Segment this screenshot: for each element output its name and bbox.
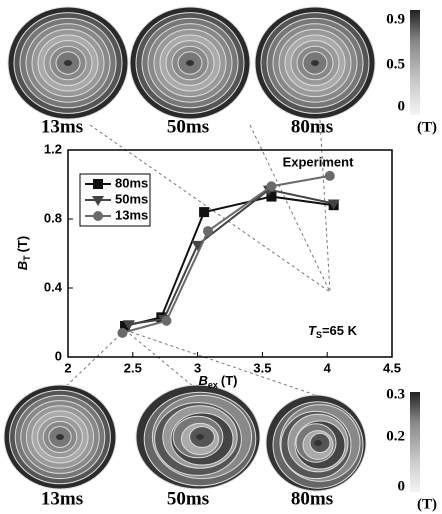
marker bbox=[161, 316, 171, 326]
y-axis-label: BT (T) bbox=[15, 236, 32, 271]
image-label: 50ms bbox=[167, 116, 209, 137]
colorbar-tick-label: 0.5 bbox=[386, 56, 405, 72]
marker bbox=[199, 207, 209, 217]
contour bbox=[64, 60, 72, 66]
legend-label: 13ms bbox=[115, 207, 148, 222]
contour bbox=[56, 434, 64, 440]
y-tick-label: 1.2 bbox=[44, 141, 62, 156]
image-label: 80ms bbox=[291, 488, 333, 509]
marker bbox=[325, 171, 335, 181]
marker bbox=[93, 179, 103, 189]
image-label: 13ms bbox=[41, 116, 83, 137]
series-line bbox=[129, 190, 334, 325]
y-tick-label: 0.4 bbox=[44, 279, 63, 294]
text-part: ex bbox=[208, 380, 218, 390]
annotation: Experiment bbox=[283, 154, 354, 169]
colorbar bbox=[410, 10, 420, 115]
y-tick-label: 0.8 bbox=[44, 210, 62, 225]
contour bbox=[196, 434, 204, 440]
x-tick-label: 2.5 bbox=[124, 360, 142, 375]
text-part: B bbox=[15, 261, 30, 270]
annotation: TS=65 K bbox=[308, 323, 358, 340]
x-tick-label: 4 bbox=[324, 360, 332, 375]
colorbar-unit: (T) bbox=[417, 119, 437, 135]
colorbar-tick-label: 0 bbox=[398, 98, 406, 114]
marker bbox=[203, 226, 213, 236]
image-label: 50ms bbox=[167, 488, 209, 509]
colorbar-tick-label: 0 bbox=[398, 478, 406, 494]
colorbar bbox=[410, 392, 420, 492]
legend-label: 80ms bbox=[115, 175, 148, 190]
contour bbox=[314, 440, 322, 446]
y-tick-label: 0 bbox=[55, 348, 62, 363]
text-part: B bbox=[198, 373, 207, 388]
x-tick-label: 4.5 bbox=[383, 360, 401, 375]
colorbar-tick-label: 0.3 bbox=[386, 386, 405, 402]
image-label: 80ms bbox=[291, 116, 333, 137]
contour bbox=[311, 60, 319, 66]
image-label: 13ms bbox=[41, 488, 83, 509]
marker bbox=[266, 181, 276, 191]
x-tick-label: 3.5 bbox=[253, 360, 271, 375]
text-part: T bbox=[22, 255, 32, 261]
colorbar-unit: (T) bbox=[417, 496, 437, 512]
colorbar-tick-label: 0.2 bbox=[386, 428, 405, 444]
text-part: =65 K bbox=[322, 323, 358, 338]
x-tick-label: 2 bbox=[64, 360, 71, 375]
legend-label: 50ms bbox=[115, 191, 148, 206]
text-part: (T) bbox=[15, 236, 30, 253]
colorbar-tick-label: 0.9 bbox=[386, 11, 405, 27]
figure: 13ms50ms80ms0.90.50(T)13ms50ms80ms0.30.2… bbox=[0, 0, 442, 514]
contour bbox=[186, 60, 194, 66]
marker bbox=[117, 328, 127, 338]
marker bbox=[93, 211, 103, 221]
text-part: (T) bbox=[221, 373, 238, 388]
